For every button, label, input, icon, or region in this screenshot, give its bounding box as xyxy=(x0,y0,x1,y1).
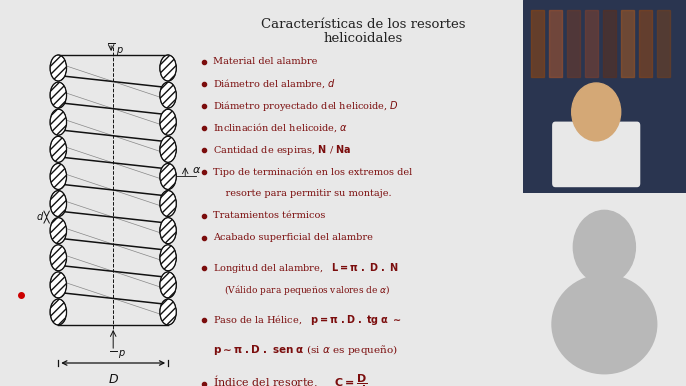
Text: Características de los resortes: Características de los resortes xyxy=(261,18,466,31)
Ellipse shape xyxy=(50,82,67,108)
Text: Acabado superficial del alambre: Acabado superficial del alambre xyxy=(213,234,372,242)
Ellipse shape xyxy=(160,245,176,271)
Ellipse shape xyxy=(50,136,67,163)
Ellipse shape xyxy=(160,55,176,81)
Bar xyxy=(584,10,598,77)
Ellipse shape xyxy=(50,245,67,271)
Ellipse shape xyxy=(160,272,176,298)
Ellipse shape xyxy=(160,82,176,108)
Text: Tipo de terminación en los extremos del: Tipo de terminación en los extremos del xyxy=(213,167,412,177)
Ellipse shape xyxy=(50,299,67,325)
Text: (Válido para pequeños valores de $\alpha$): (Válido para pequeños valores de $\alpha… xyxy=(213,283,390,297)
Text: p: p xyxy=(118,348,124,358)
Text: D: D xyxy=(108,373,118,386)
Text: Cantidad de espiras, $\mathbf{N}$ / $\mathbf{Na}$: Cantidad de espiras, $\mathbf{N}$ / $\ma… xyxy=(213,143,351,157)
Bar xyxy=(657,10,670,77)
Ellipse shape xyxy=(160,109,176,135)
Text: Paso de la Hélice,   $\mathbf{p = \pi\ .D\ .\ tg\ \alpha\ \sim}$: Paso de la Hélice, $\mathbf{p = \pi\ .D\… xyxy=(213,313,401,327)
Bar xyxy=(621,10,634,77)
Text: Tratamientos térmicos: Tratamientos térmicos xyxy=(213,212,325,220)
Ellipse shape xyxy=(50,55,67,81)
Ellipse shape xyxy=(50,191,67,217)
Ellipse shape xyxy=(160,136,176,163)
Bar xyxy=(549,10,562,77)
Text: Inclinación del helicoide, $\alpha$: Inclinación del helicoide, $\alpha$ xyxy=(213,122,348,134)
Ellipse shape xyxy=(50,109,67,135)
Bar xyxy=(639,10,652,77)
Text: d: d xyxy=(37,212,43,222)
Ellipse shape xyxy=(160,218,176,244)
Ellipse shape xyxy=(160,299,176,325)
Text: p: p xyxy=(116,45,122,55)
Text: resorte para permitir su montaje.: resorte para permitir su montaje. xyxy=(213,190,391,198)
Ellipse shape xyxy=(50,218,67,244)
Ellipse shape xyxy=(160,191,176,217)
Ellipse shape xyxy=(160,163,176,190)
FancyBboxPatch shape xyxy=(552,122,640,187)
Ellipse shape xyxy=(50,163,67,190)
Bar xyxy=(567,10,580,77)
Text: Material del alambre: Material del alambre xyxy=(213,58,317,66)
Text: helicoidales: helicoidales xyxy=(324,32,403,45)
Bar xyxy=(531,10,544,77)
Ellipse shape xyxy=(552,274,657,374)
Ellipse shape xyxy=(50,272,67,298)
Text: Longitud del alambre,   $\mathbf{L = \pi\ .\ D\ .\ N}$: Longitud del alambre, $\mathbf{L = \pi\ … xyxy=(213,261,399,275)
Text: Índice del resorte,     $\mathbf{C = \dfrac{D}{d}}$: Índice del resorte, $\mathbf{C = \dfrac{… xyxy=(213,372,367,386)
Text: $\alpha$: $\alpha$ xyxy=(192,166,201,176)
Text: Diámetro del alambre, $d$: Diámetro del alambre, $d$ xyxy=(213,78,335,90)
Text: $\mathbf{p \sim \pi\ .D\ .\ sen\ \alpha}$ (si $\alpha$ es pequeño): $\mathbf{p \sim \pi\ .D\ .\ sen\ \alpha}… xyxy=(213,343,397,357)
Circle shape xyxy=(573,210,635,284)
Bar xyxy=(603,10,616,77)
Text: Diámetro proyectado del helicoide, $D$: Diámetro proyectado del helicoide, $D$ xyxy=(213,99,399,113)
Circle shape xyxy=(571,83,621,141)
